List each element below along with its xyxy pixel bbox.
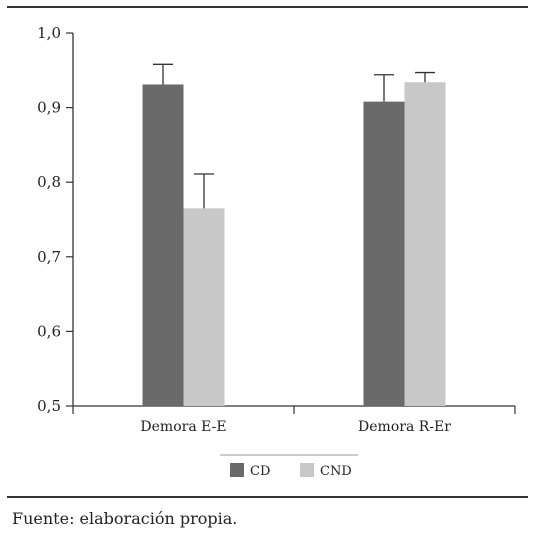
- y-tick-label: 0,8: [37, 173, 61, 191]
- x-category-label: Demora R-Er: [358, 419, 451, 435]
- legend-label-cnd: CND: [320, 464, 352, 479]
- y-tick-label: 1,0: [37, 24, 61, 42]
- y-tick-label: 0,5: [37, 397, 61, 415]
- bottom-rule: [7, 496, 528, 498]
- bar-cnd-1: [183, 208, 225, 406]
- y-tick-label: 0,7: [37, 248, 61, 266]
- legend-swatch-cd: [230, 463, 244, 477]
- bar-cd-2: [363, 101, 405, 406]
- source-note: Fuente: elaboración propia.: [12, 509, 238, 528]
- bar-cd-1: [142, 84, 184, 406]
- bar-chart: 0,5 0,6 0,7 0,8 0,9 1,0 Demora E-E Demora R-Er C…: [37, 24, 516, 479]
- top-rule: [7, 6, 528, 8]
- bar-cnd-2: [404, 82, 446, 407]
- y-tick-label: 0,6: [37, 322, 61, 340]
- legend-swatch-cnd: [300, 463, 314, 477]
- legend-label-cd: CD: [250, 464, 270, 479]
- y-tick-label: 0,9: [37, 99, 61, 117]
- x-category-label: Demora E-E: [140, 419, 226, 435]
